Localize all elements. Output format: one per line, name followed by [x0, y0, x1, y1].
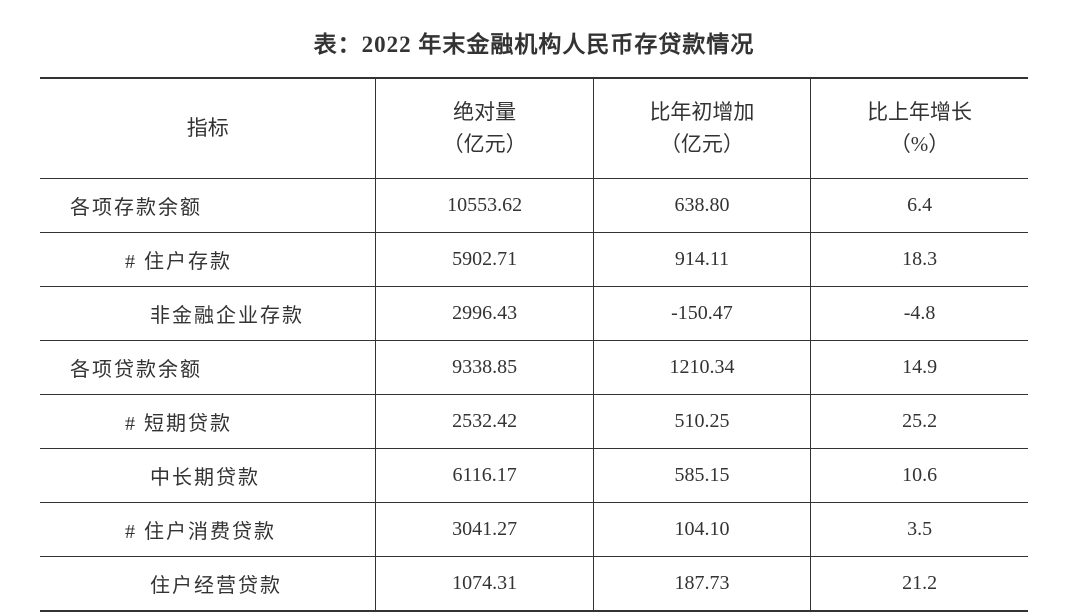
header-absolute: 绝对量（亿元）	[376, 78, 593, 179]
row-absolute: 3041.27	[376, 503, 593, 557]
header-increase: 比年初增加（亿元）	[593, 78, 810, 179]
row-increase: 585.15	[593, 449, 810, 503]
row-increase: -150.47	[593, 287, 810, 341]
row-absolute: 5902.71	[376, 233, 593, 287]
deposits-loans-table: 指标 绝对量（亿元） 比年初增加（亿元） 比上年增长（%） 各项存款余额1055…	[40, 77, 1028, 612]
table-row: # 住户存款5902.71914.1118.3	[40, 233, 1028, 287]
row-increase: 104.10	[593, 503, 810, 557]
row-increase: 187.73	[593, 557, 810, 612]
table-row: # 住户消费贷款3041.27104.103.5	[40, 503, 1028, 557]
row-growth: 21.2	[811, 557, 1028, 612]
row-absolute: 1074.31	[376, 557, 593, 612]
row-increase: 914.11	[593, 233, 810, 287]
table-row: # 短期贷款2532.42510.2525.2	[40, 395, 1028, 449]
table-row: 非金融企业存款2996.43-150.47-4.8	[40, 287, 1028, 341]
row-label: 各项贷款余额	[40, 341, 376, 395]
row-increase: 1210.34	[593, 341, 810, 395]
row-growth: 6.4	[811, 179, 1028, 233]
row-absolute: 10553.62	[376, 179, 593, 233]
row-label: # 住户存款	[40, 233, 376, 287]
row-label: # 住户消费贷款	[40, 503, 376, 557]
row-growth: 3.5	[811, 503, 1028, 557]
row-growth: 25.2	[811, 395, 1028, 449]
header-growth: 比上年增长（%）	[811, 78, 1028, 179]
row-label: 非金融企业存款	[40, 287, 376, 341]
table-row: 各项存款余额10553.62638.806.4	[40, 179, 1028, 233]
row-label: 住户经营贷款	[40, 557, 376, 612]
table-body: 各项存款余额10553.62638.806.4# 住户存款5902.71914.…	[40, 179, 1028, 612]
row-growth: 14.9	[811, 341, 1028, 395]
row-label: 各项存款余额	[40, 179, 376, 233]
row-increase: 638.80	[593, 179, 810, 233]
row-growth: 18.3	[811, 233, 1028, 287]
header-indicator: 指标	[40, 78, 376, 179]
row-absolute: 2996.43	[376, 287, 593, 341]
row-label: 中长期贷款	[40, 449, 376, 503]
row-absolute: 6116.17	[376, 449, 593, 503]
table-header-row: 指标 绝对量（亿元） 比年初增加（亿元） 比上年增长（%）	[40, 78, 1028, 179]
row-label: # 短期贷款	[40, 395, 376, 449]
row-growth: -4.8	[811, 287, 1028, 341]
row-growth: 10.6	[811, 449, 1028, 503]
table-row: 各项贷款余额9338.851210.3414.9	[40, 341, 1028, 395]
row-absolute: 9338.85	[376, 341, 593, 395]
row-absolute: 2532.42	[376, 395, 593, 449]
table-row: 住户经营贷款1074.31187.7321.2	[40, 557, 1028, 612]
table-row: 中长期贷款6116.17585.1510.6	[40, 449, 1028, 503]
table-title: 表：2022 年末金融机构人民币存贷款情况	[40, 25, 1028, 59]
row-increase: 510.25	[593, 395, 810, 449]
